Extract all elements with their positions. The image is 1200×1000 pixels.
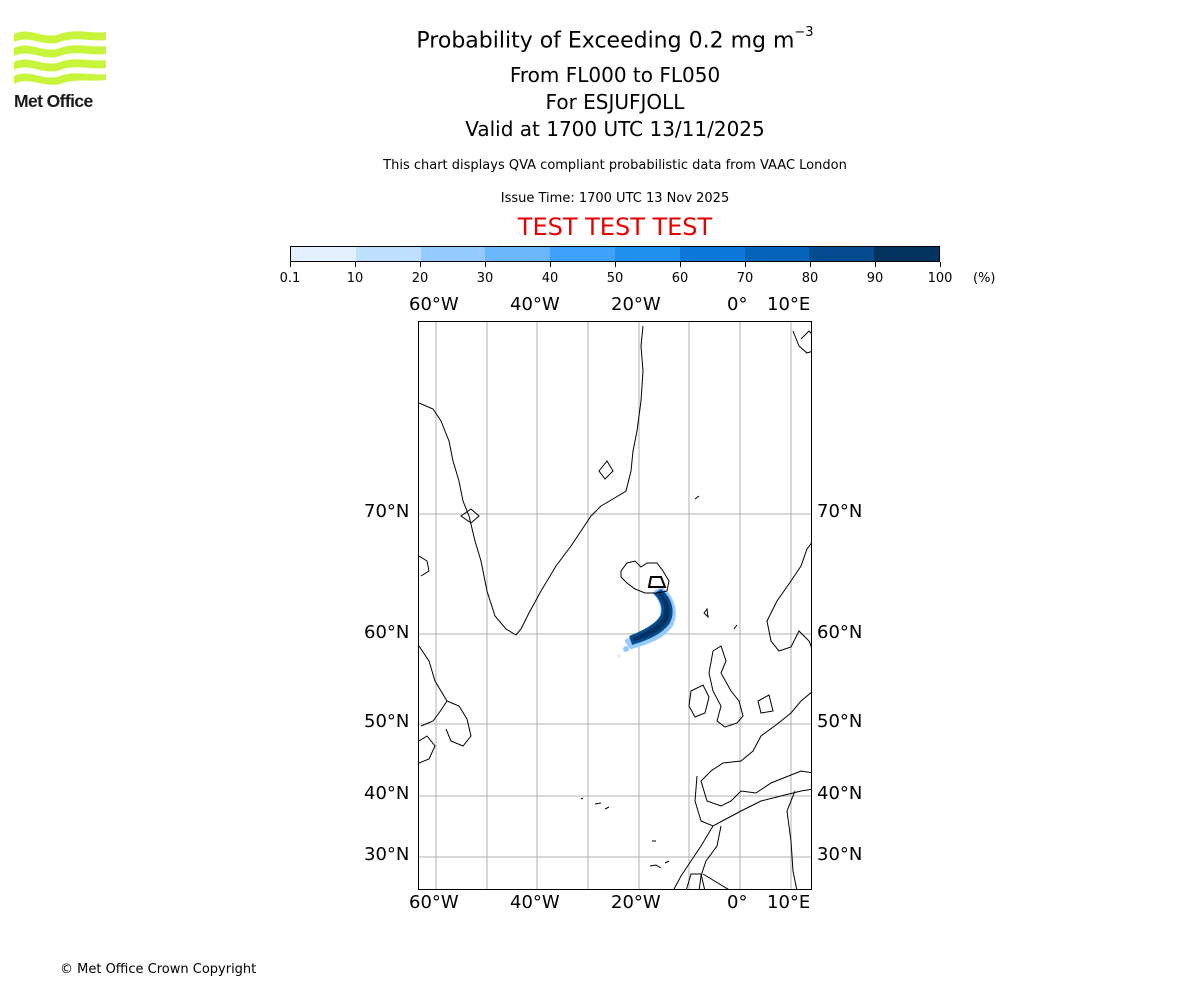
valid-time: Valid at 1700 UTC 13/11/2025 (465, 117, 765, 141)
chart-title: Probability of Exceeding 0.2 mg m−3 (0, 25, 1200, 54)
graticule (419, 322, 811, 889)
colorbar-tick-label: 30 (476, 271, 494, 286)
colorbar-segment (744, 247, 810, 261)
issue-time: Issue Time: 1700 UTC 13 Nov 2025 (500, 191, 730, 206)
ash-plume (617, 587, 676, 658)
lon-label-bottom-0: 0° (727, 892, 748, 913)
lat-label-right-30n: 30°N (817, 844, 863, 865)
colorbar-tick (355, 262, 356, 267)
lon-label-bottom-40w: 40°W (510, 892, 560, 913)
lat-label-right-50n: 50°N (817, 711, 863, 732)
colorbar-tick-label: 50 (606, 271, 624, 286)
colorbar-tick (745, 262, 746, 267)
colorbar-unit: (%) (973, 271, 996, 286)
colorbar-tick-label: 60 (671, 271, 689, 286)
lat-label-left-50n: 50°N (364, 711, 410, 732)
test-banner: TEST TEST TEST (517, 213, 713, 241)
colorbar-tick (290, 262, 291, 267)
colorbar-segment (679, 247, 745, 261)
lon-label-top-10e: 10°E (767, 294, 811, 315)
copyright-footer: © Met Office Crown Copyright (60, 962, 257, 977)
colorbar-segment (485, 247, 551, 261)
lat-label-left-40n: 40°N (364, 783, 410, 804)
lon-label-bottom-20w: 20°W (611, 892, 661, 913)
volcano-name: For ESJUFJOLL (545, 90, 685, 114)
lat-label-left-30n: 30°N (364, 844, 410, 865)
lat-label-right-60n: 60°N (817, 622, 863, 643)
met-office-waves-icon (14, 31, 106, 85)
map-panel[interactable] (418, 321, 812, 890)
lat-label-left-70n: 70°N (364, 501, 410, 522)
colorbar-tick (875, 262, 876, 267)
colorbar-tick-label: 20 (411, 271, 429, 286)
lat-label-left-60n: 60°N (364, 622, 410, 643)
colorbar-tick-label: 70 (736, 271, 754, 286)
lat-label-right-40n: 40°N (817, 783, 863, 804)
colorbar-tick (420, 262, 421, 267)
colorbar-segment (809, 247, 875, 261)
lon-label-bottom-60w: 60°W (409, 892, 459, 913)
map-canvas (419, 322, 811, 889)
colorbar-tick (940, 262, 941, 267)
flight-levels: From FL000 to FL050 (509, 63, 721, 87)
colorbar-segment (355, 247, 421, 261)
title-superscript: −3 (794, 25, 814, 40)
colorbar-segment (614, 247, 680, 261)
colorbar-tick (810, 262, 811, 267)
colorbar-segment (874, 247, 939, 261)
lat-label-right-70n: 70°N (817, 501, 863, 522)
description-text: This chart displays QVA compliant probab… (383, 158, 847, 173)
colorbar-segment (550, 247, 615, 261)
colorbar-tick-label: 80 (801, 271, 819, 286)
lon-label-bottom-10e: 10°E (767, 892, 811, 913)
colorbar-tick-label: 10 (346, 271, 364, 286)
colorbar-tick (615, 262, 616, 267)
coastlines (419, 325, 811, 889)
lon-label-top-20w: 20°W (611, 294, 661, 315)
colorbar-tick (680, 262, 681, 267)
lon-label-top-60w: 60°W (409, 294, 459, 315)
logo-text: Met Office (14, 91, 93, 111)
colorbar (290, 246, 940, 262)
colorbar-tick-label: 90 (866, 271, 884, 286)
colorbar-segment (420, 247, 486, 261)
lon-label-top-0: 0° (727, 294, 748, 315)
colorbar-tick-label: 0.1 (279, 271, 301, 286)
colorbar-tick-label: 40 (541, 271, 559, 286)
colorbar-tick (550, 262, 551, 267)
colorbar-tick-label: 100 (927, 271, 953, 286)
lon-label-top-40w: 40°W (510, 294, 560, 315)
title-text: Probability of Exceeding 0.2 mg m (416, 28, 795, 54)
colorbar-tick (485, 262, 486, 267)
colorbar-segment (291, 247, 356, 261)
met-office-logo: Met Office (14, 30, 108, 112)
